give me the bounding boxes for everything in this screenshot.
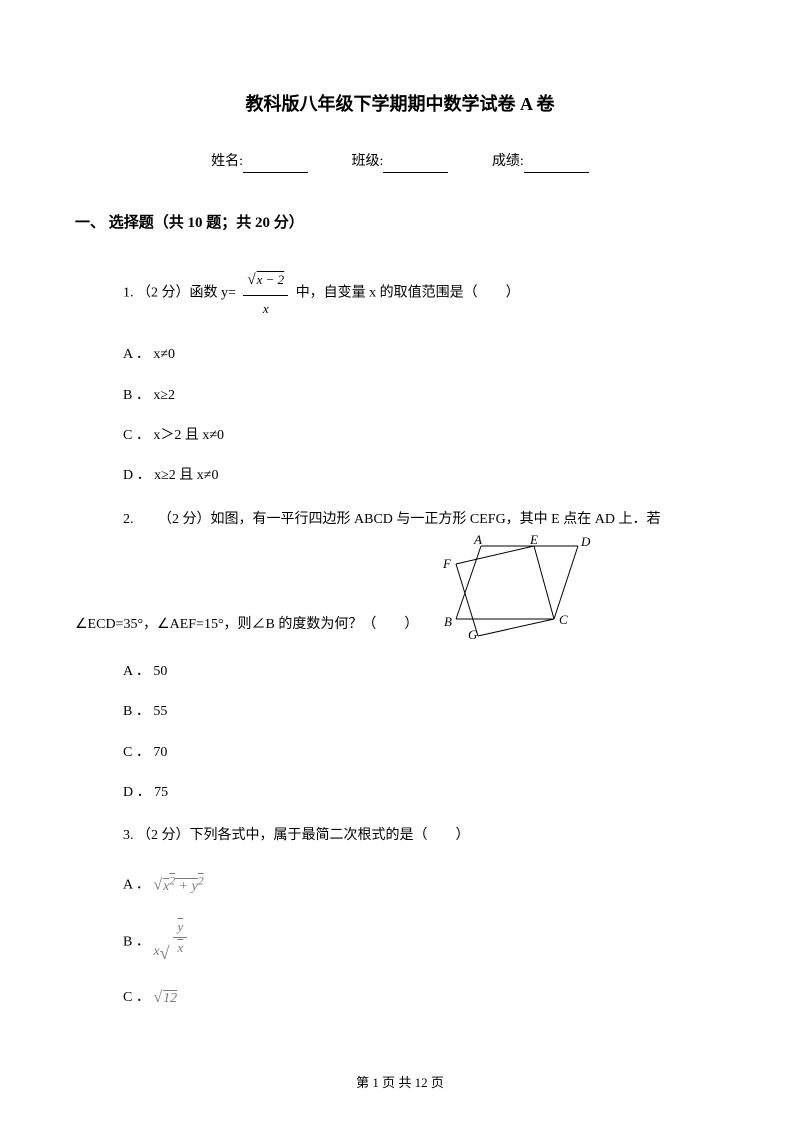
question-1: 1. （2 分）函数 y= √x − 2 x 中，自变量 x 的取值范围是（ ） bbox=[123, 265, 725, 322]
name-blank[interactable] bbox=[243, 157, 308, 173]
q1-prefix: 1. （2 分）函数 y= bbox=[123, 286, 236, 301]
q3-optB-prefix: B ． bbox=[123, 934, 153, 949]
q1-option-b: B ． x≥2 bbox=[123, 385, 725, 407]
question-2: 2. （2 分）如图，有一平行四边形 ABCD 与一正方形 CEFG，其中 E … bbox=[75, 506, 725, 639]
q1-fraction: √x − 2 x bbox=[243, 265, 288, 322]
score-field: 成绩: bbox=[492, 151, 589, 173]
svg-text:F: F bbox=[442, 556, 452, 571]
q3-option-a: A ． √x2 + y2 bbox=[123, 872, 725, 898]
q3-optA-expr: √x2 + y2 bbox=[153, 872, 203, 898]
q3-option-c: C ． √12 bbox=[123, 985, 725, 1011]
student-info-line: 姓名: 班级: 成绩: bbox=[75, 151, 725, 173]
page-footer: 第 1 页 共 12 页 bbox=[0, 1073, 800, 1094]
q3-optB-den: x bbox=[173, 938, 187, 959]
svg-text:D: D bbox=[580, 534, 591, 549]
class-label: 班级: bbox=[352, 154, 384, 169]
name-label: 姓名: bbox=[211, 154, 243, 169]
svg-text:B: B bbox=[444, 614, 452, 629]
q2-line2-text: ∠ECD=35°，∠AEF=15°，则∠B 的度数为何？（ ） bbox=[75, 611, 418, 639]
q1-frac-num: √x − 2 bbox=[243, 265, 288, 296]
q1-option-c: C ． x＞2 且 x≠0 bbox=[123, 425, 725, 447]
q1-option-a: A ． x≠0 bbox=[123, 344, 725, 366]
q1-suffix: 中，自变量 x 的取值范围是（ ） bbox=[296, 286, 520, 301]
q2-diagram: A E D F B C G bbox=[426, 534, 596, 639]
svg-text:C: C bbox=[559, 612, 568, 627]
q2-option-c: C ． 70 bbox=[123, 742, 725, 764]
class-blank[interactable] bbox=[383, 157, 448, 173]
q3-optB-num: y bbox=[173, 917, 187, 939]
score-blank[interactable] bbox=[524, 157, 589, 173]
exam-title: 教科版八年级下学期期中数学试卷 A 卷 bbox=[75, 90, 725, 119]
q3-optA-prefix: A ． bbox=[123, 878, 153, 893]
q1-frac-den: x bbox=[243, 296, 288, 322]
q2-option-b: B ． 55 bbox=[123, 701, 725, 723]
q2-option-d: D ． 75 bbox=[123, 782, 725, 804]
question-3: 3. （2 分）下列各式中，属于最简二次根式的是（ ） bbox=[123, 822, 725, 850]
svg-text:E: E bbox=[529, 534, 538, 547]
q2-line1: 2. （2 分）如图，有一平行四边形 ABCD 与一正方形 CEFG，其中 E … bbox=[123, 506, 725, 534]
svg-text:A: A bbox=[473, 534, 482, 547]
q2-option-a: A ． 50 bbox=[123, 661, 725, 683]
score-label: 成绩: bbox=[492, 154, 524, 169]
parallelogram-square-diagram: A E D F B C G bbox=[426, 534, 596, 639]
class-field: 班级: bbox=[352, 151, 449, 173]
q1-option-d: D ． x≥2 且 x≠0 bbox=[123, 465, 725, 487]
section-1-header: 一、 选择题（共 10 题；共 20 分） bbox=[75, 211, 725, 235]
q3-optC-expr: √12 bbox=[153, 985, 177, 1011]
name-field: 姓名: bbox=[211, 151, 308, 173]
q3-optB-expr: x√ y x bbox=[153, 917, 191, 968]
svg-text:G: G bbox=[468, 627, 478, 639]
q3-option-b: B ． x√ y x bbox=[123, 917, 725, 968]
q3-optC-prefix: C ． bbox=[123, 990, 153, 1005]
